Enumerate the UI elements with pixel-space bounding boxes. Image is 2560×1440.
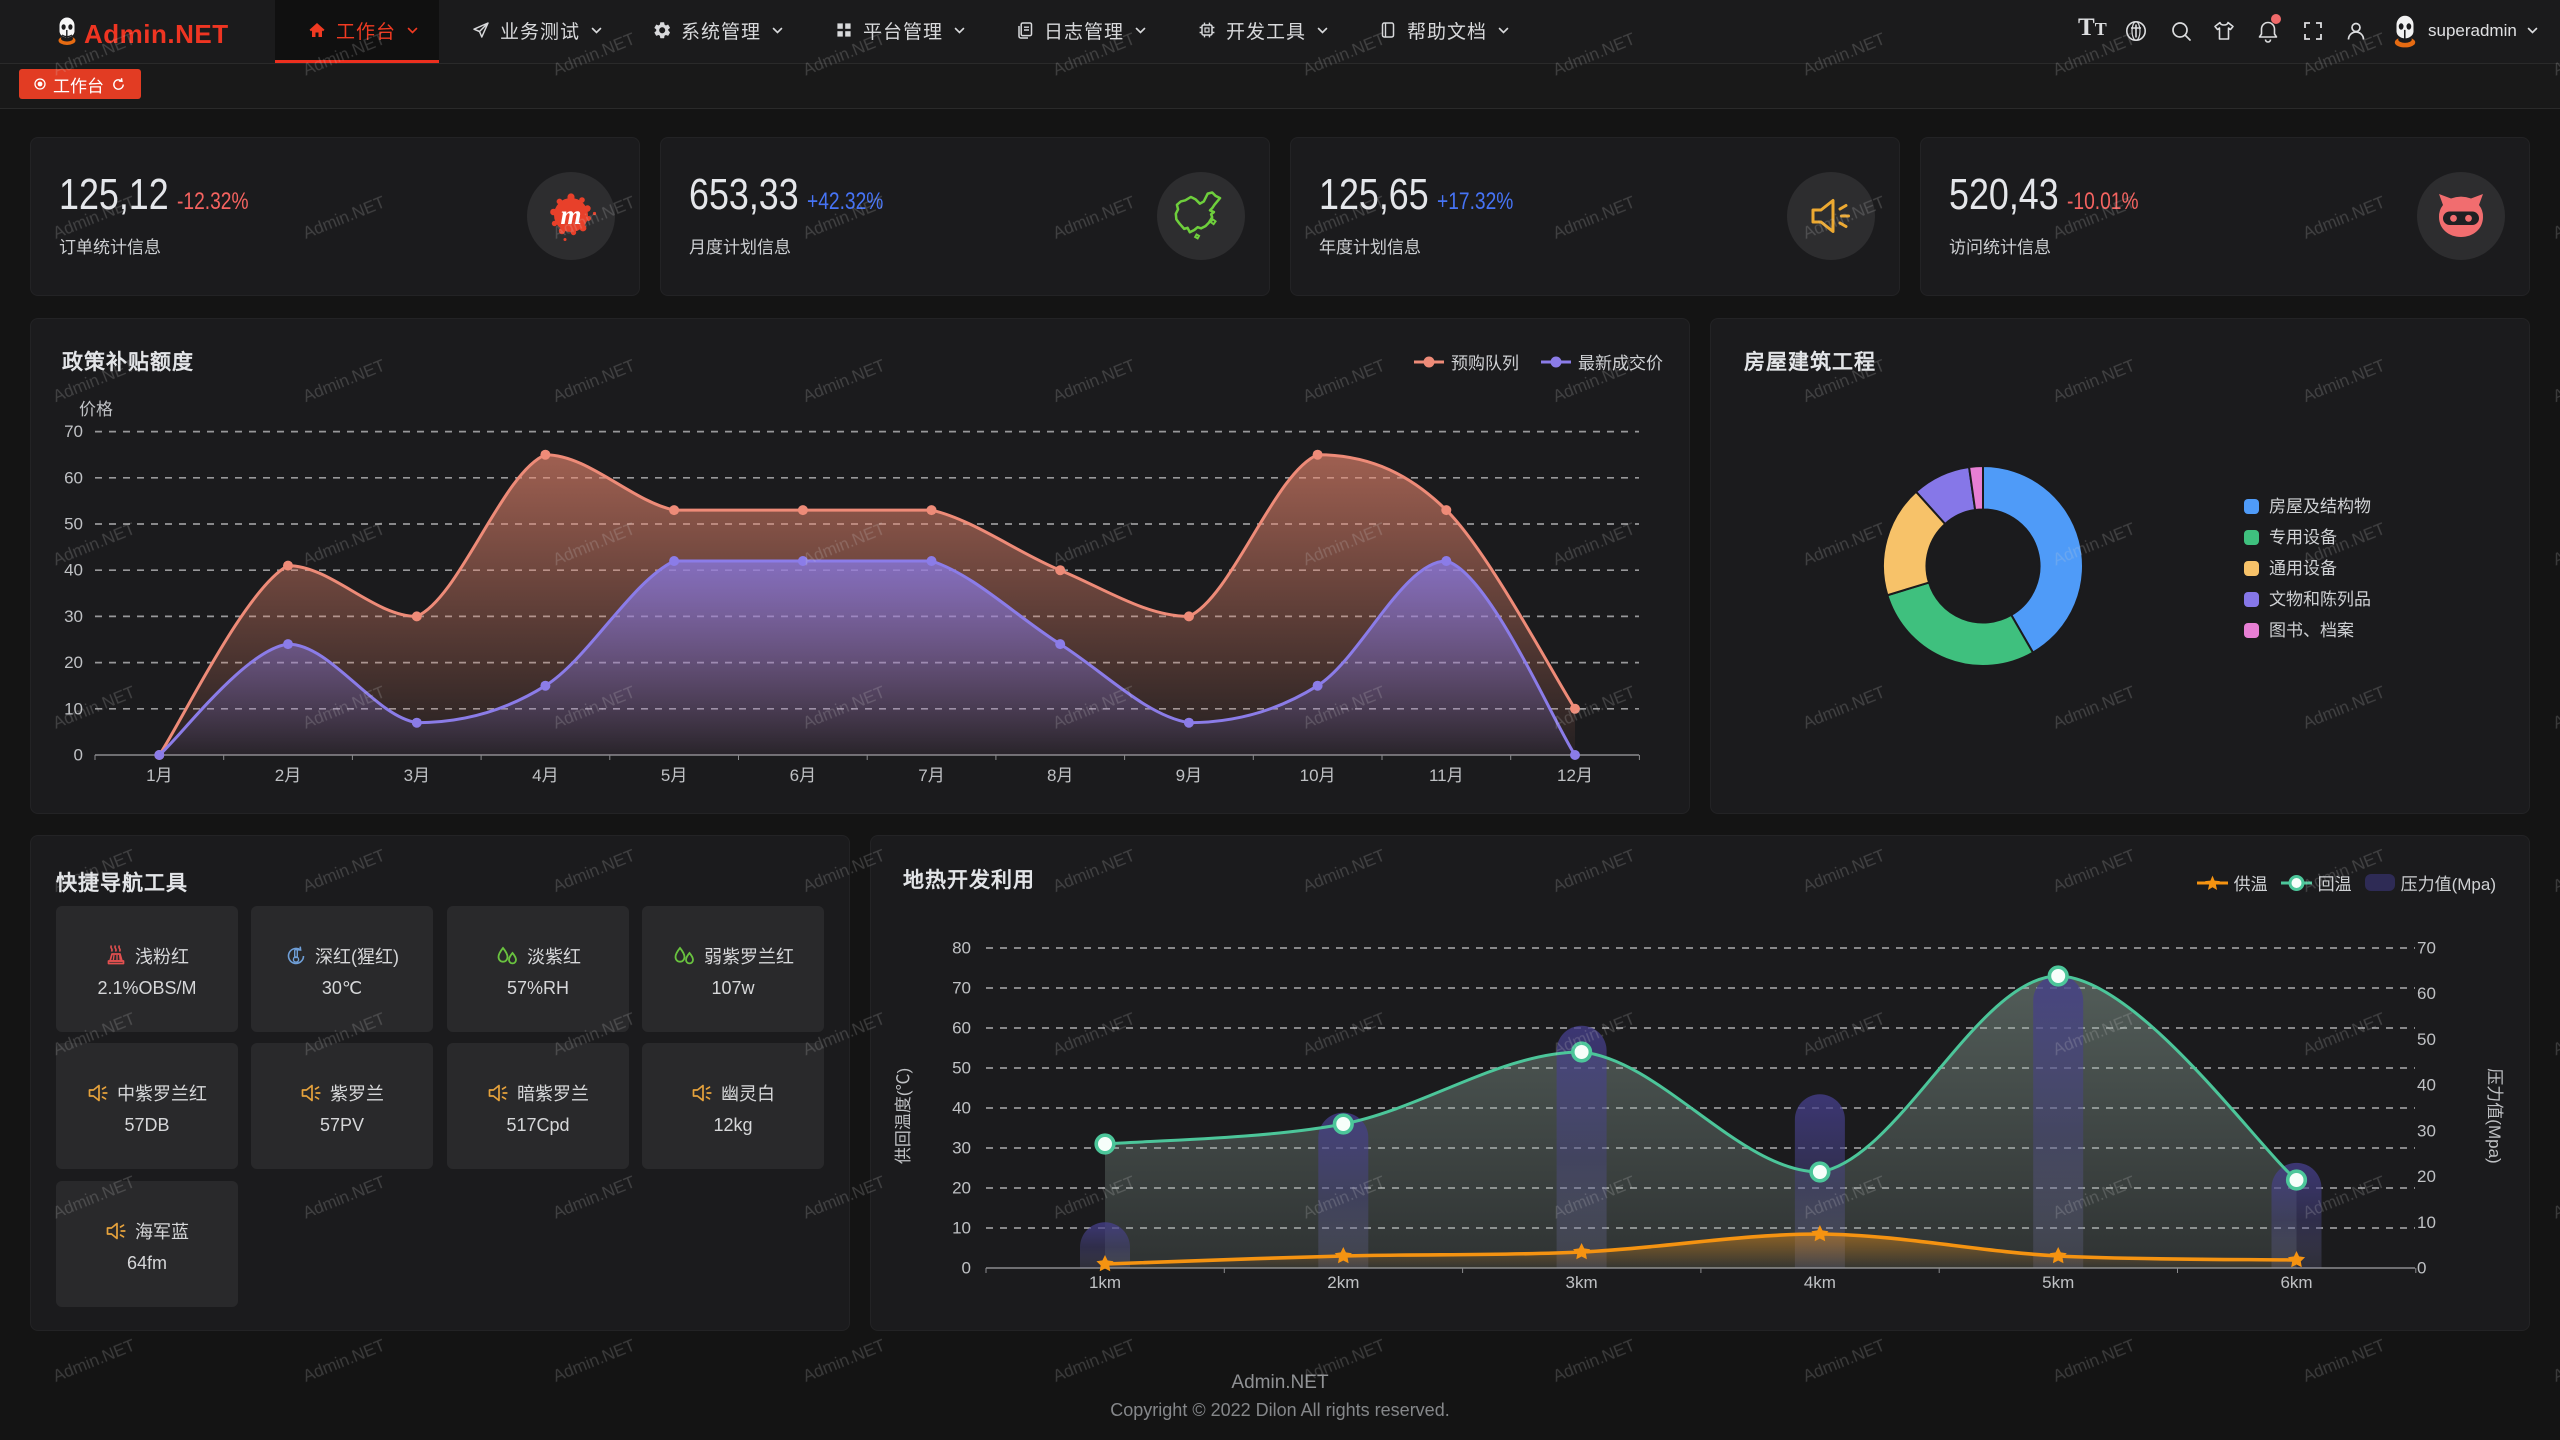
svg-text:9月: 9月 xyxy=(1176,766,1202,785)
svg-text:1km: 1km xyxy=(1089,1273,1121,1292)
svg-text:10月: 10月 xyxy=(1300,766,1336,785)
svg-text:0: 0 xyxy=(2417,1259,2426,1278)
svg-text:30: 30 xyxy=(64,607,83,626)
svg-text:50: 50 xyxy=(2417,1030,2436,1049)
svg-text:4月: 4月 xyxy=(532,766,558,785)
svg-text:11月: 11月 xyxy=(1429,766,1464,785)
svg-text:30: 30 xyxy=(952,1139,971,1158)
svg-text:5km: 5km xyxy=(2042,1273,2074,1292)
svg-text:4km: 4km xyxy=(1804,1273,1836,1292)
svg-text:40: 40 xyxy=(2417,1076,2436,1095)
svg-text:40: 40 xyxy=(952,1099,971,1118)
svg-text:m: m xyxy=(560,200,581,230)
svg-text:50: 50 xyxy=(952,1059,971,1078)
svg-text:60: 60 xyxy=(952,1019,971,1038)
svg-text:供回温度(℃): 供回温度(℃) xyxy=(894,1068,913,1164)
svg-text:60: 60 xyxy=(2417,984,2436,1003)
svg-text:图书、档案: 图书、档案 xyxy=(2269,621,2354,640)
svg-text:80: 80 xyxy=(952,939,971,958)
svg-text:通用设备: 通用设备 xyxy=(2269,559,2337,578)
svg-text:50: 50 xyxy=(64,515,83,534)
svg-text:12月: 12月 xyxy=(1557,766,1593,785)
svg-text:70: 70 xyxy=(952,979,971,998)
svg-text:专用设备: 专用设备 xyxy=(2269,528,2337,547)
svg-text:7月: 7月 xyxy=(918,766,944,785)
svg-text:10: 10 xyxy=(952,1219,971,1238)
svg-text:0: 0 xyxy=(74,746,83,765)
svg-text:2月: 2月 xyxy=(275,766,301,785)
svg-text:20: 20 xyxy=(952,1179,971,1198)
svg-text:6月: 6月 xyxy=(790,766,816,785)
svg-text:20: 20 xyxy=(2417,1167,2436,1186)
svg-text:房屋及结构物: 房屋及结构物 xyxy=(2269,497,2371,516)
svg-text:压力值(Mpa): 压力值(Mpa) xyxy=(2485,1068,2504,1163)
svg-text:70: 70 xyxy=(2417,939,2436,958)
svg-text:30: 30 xyxy=(2417,1121,2436,1140)
svg-text:60: 60 xyxy=(64,468,83,487)
svg-text:20: 20 xyxy=(64,653,83,672)
svg-text:0: 0 xyxy=(962,1259,971,1278)
svg-text:价格: 价格 xyxy=(79,400,113,419)
svg-text:3月: 3月 xyxy=(404,766,430,785)
svg-text:5月: 5月 xyxy=(661,766,687,785)
svg-text:70: 70 xyxy=(64,422,83,441)
svg-text:8月: 8月 xyxy=(1047,766,1073,785)
svg-text:3km: 3km xyxy=(1566,1273,1598,1292)
svg-text:1月: 1月 xyxy=(146,766,172,785)
svg-text:2km: 2km xyxy=(1327,1273,1359,1292)
svg-text:10: 10 xyxy=(2417,1213,2436,1232)
svg-text:6km: 6km xyxy=(2280,1273,2312,1292)
svg-text:文物和陈列品: 文物和陈列品 xyxy=(2269,590,2371,609)
svg-text:40: 40 xyxy=(64,561,83,580)
svg-text:10: 10 xyxy=(64,699,83,718)
